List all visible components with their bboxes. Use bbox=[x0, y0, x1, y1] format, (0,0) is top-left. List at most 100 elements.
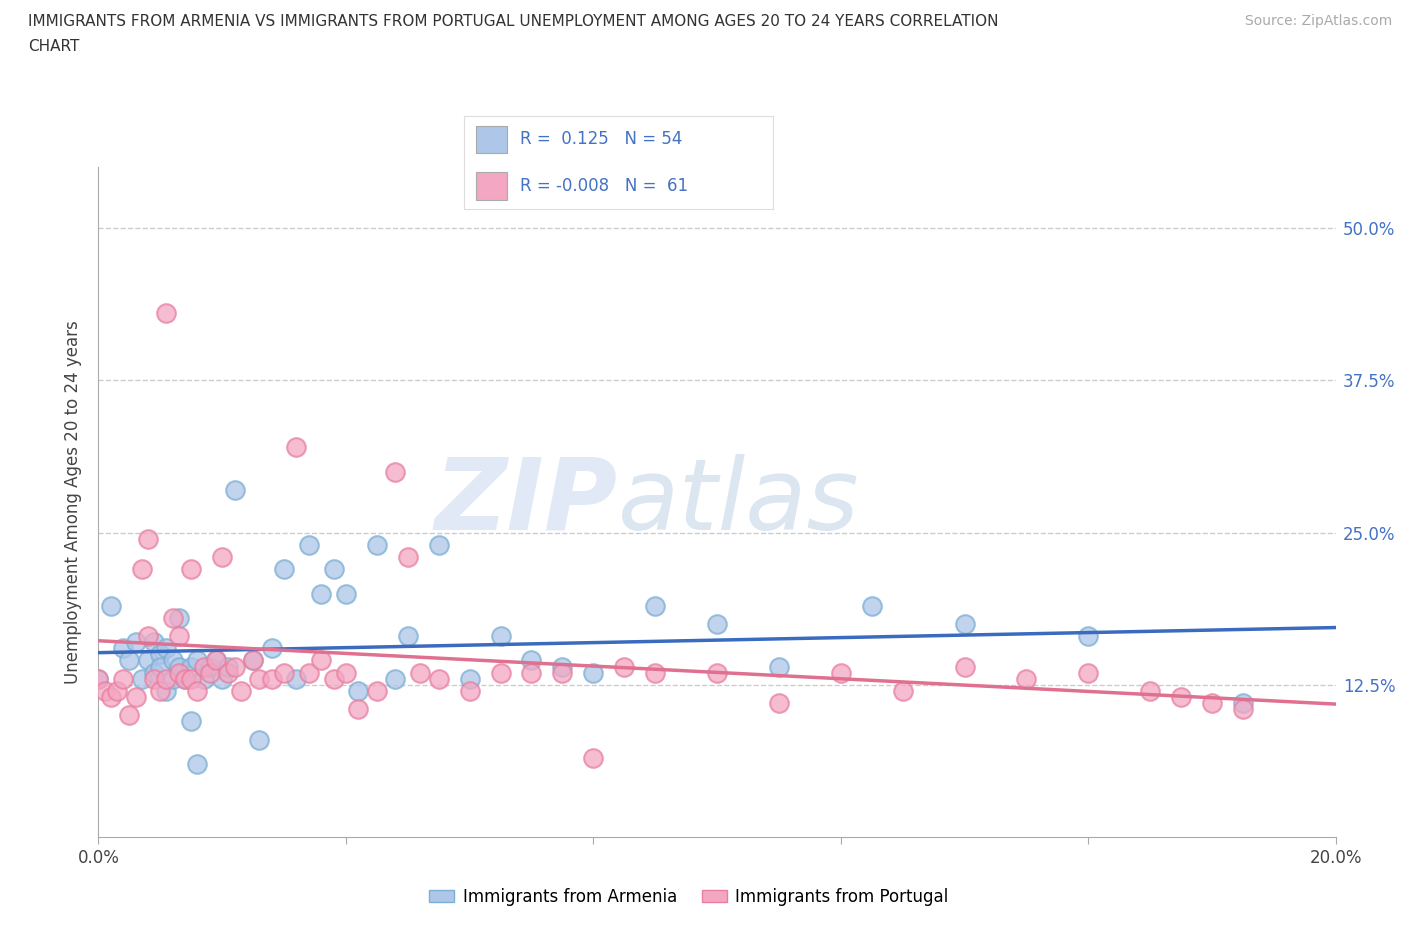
Point bbox=[458, 671, 481, 686]
Point bbox=[260, 671, 283, 686]
Point bbox=[180, 671, 202, 686]
Point bbox=[167, 629, 190, 644]
Point bbox=[335, 586, 357, 601]
Point bbox=[830, 665, 852, 680]
Point bbox=[186, 756, 208, 771]
Point bbox=[1077, 665, 1099, 680]
Point bbox=[149, 647, 172, 662]
Point bbox=[613, 659, 636, 674]
Point bbox=[489, 665, 512, 680]
Point bbox=[298, 538, 321, 552]
Point bbox=[193, 671, 215, 686]
Point bbox=[366, 684, 388, 698]
Point bbox=[768, 696, 790, 711]
Point bbox=[162, 610, 184, 625]
Point bbox=[100, 689, 122, 704]
Point bbox=[953, 659, 976, 674]
Point bbox=[180, 562, 202, 577]
Point bbox=[149, 659, 172, 674]
Point bbox=[260, 641, 283, 656]
Point bbox=[112, 641, 135, 656]
Point bbox=[427, 538, 450, 552]
Point bbox=[124, 635, 146, 650]
Point bbox=[162, 671, 184, 686]
Text: R =  0.125   N = 54: R = 0.125 N = 54 bbox=[520, 130, 682, 149]
Point bbox=[582, 751, 605, 765]
Point bbox=[149, 684, 172, 698]
Point bbox=[1170, 689, 1192, 704]
Point bbox=[93, 684, 115, 698]
Point bbox=[285, 671, 308, 686]
Point bbox=[384, 464, 406, 479]
Point bbox=[136, 629, 159, 644]
Point bbox=[229, 684, 252, 698]
Point bbox=[1139, 684, 1161, 698]
Point bbox=[384, 671, 406, 686]
Point bbox=[427, 671, 450, 686]
Point bbox=[1015, 671, 1038, 686]
Point bbox=[953, 617, 976, 631]
Point bbox=[551, 659, 574, 674]
Text: IMMIGRANTS FROM ARMENIA VS IMMIGRANTS FROM PORTUGAL UNEMPLOYMENT AMONG AGES 20 T: IMMIGRANTS FROM ARMENIA VS IMMIGRANTS FR… bbox=[28, 14, 998, 29]
Point bbox=[143, 665, 166, 680]
Point bbox=[396, 629, 419, 644]
Legend: Immigrants from Armenia, Immigrants from Portugal: Immigrants from Armenia, Immigrants from… bbox=[423, 881, 955, 912]
Point bbox=[186, 684, 208, 698]
Point bbox=[322, 671, 344, 686]
Point bbox=[167, 610, 190, 625]
Point bbox=[366, 538, 388, 552]
Point bbox=[205, 653, 228, 668]
Point bbox=[347, 684, 370, 698]
Point bbox=[211, 550, 233, 565]
Point bbox=[180, 714, 202, 729]
Point bbox=[143, 671, 166, 686]
Point bbox=[87, 671, 110, 686]
Point bbox=[1232, 702, 1254, 717]
Point bbox=[396, 550, 419, 565]
Point bbox=[551, 665, 574, 680]
Point bbox=[224, 483, 246, 498]
Point bbox=[174, 671, 197, 686]
Point bbox=[322, 562, 344, 577]
Point bbox=[860, 598, 883, 613]
Point bbox=[247, 671, 270, 686]
Point bbox=[520, 653, 543, 668]
Point bbox=[644, 665, 666, 680]
Bar bbox=[477, 126, 508, 153]
Point bbox=[347, 702, 370, 717]
Text: atlas: atlas bbox=[619, 454, 859, 551]
Point bbox=[167, 665, 190, 680]
Point bbox=[131, 671, 153, 686]
Text: R = -0.008   N =  61: R = -0.008 N = 61 bbox=[520, 177, 688, 195]
Text: ZIP: ZIP bbox=[434, 454, 619, 551]
Point bbox=[118, 708, 141, 723]
Point bbox=[131, 562, 153, 577]
Point bbox=[193, 659, 215, 674]
Point bbox=[155, 671, 177, 686]
Point bbox=[768, 659, 790, 674]
Point bbox=[118, 653, 141, 668]
Point bbox=[458, 684, 481, 698]
Point bbox=[205, 653, 228, 668]
Bar bbox=[477, 172, 508, 200]
Point bbox=[155, 306, 177, 321]
Point bbox=[1232, 696, 1254, 711]
Point bbox=[155, 641, 177, 656]
Point bbox=[112, 671, 135, 686]
Point bbox=[180, 659, 202, 674]
Point bbox=[298, 665, 321, 680]
Point bbox=[242, 653, 264, 668]
Point bbox=[706, 665, 728, 680]
Point bbox=[309, 653, 332, 668]
Point bbox=[1201, 696, 1223, 711]
Point bbox=[174, 671, 197, 686]
Point bbox=[247, 732, 270, 747]
Point bbox=[143, 635, 166, 650]
Point bbox=[155, 684, 177, 698]
Point bbox=[891, 684, 914, 698]
Point bbox=[217, 665, 239, 680]
Point bbox=[211, 671, 233, 686]
Point bbox=[136, 531, 159, 546]
Point bbox=[489, 629, 512, 644]
Point bbox=[198, 665, 221, 680]
